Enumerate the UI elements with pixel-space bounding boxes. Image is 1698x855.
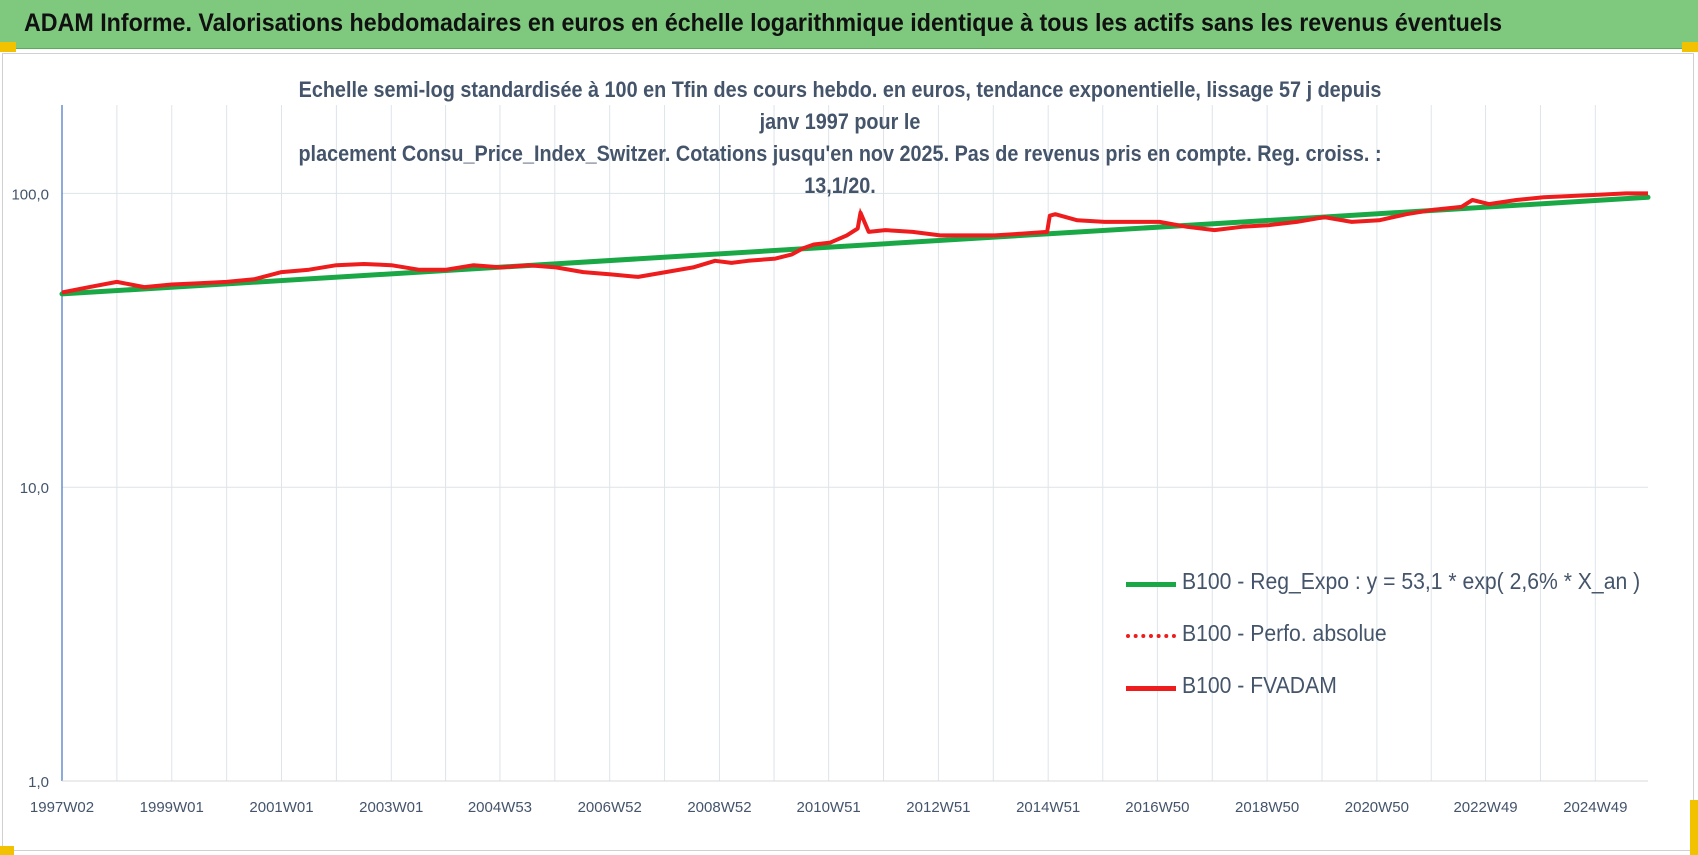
page-title: ADAM Informe. Valorisations hebdomadaire… xyxy=(24,9,1503,37)
x-tick-label: 1999W01 xyxy=(140,799,204,816)
corner-marker-top-left xyxy=(0,42,16,52)
chart-title: Echelle semi-log standardisée à 100 en T… xyxy=(291,74,1389,202)
title-banner: ADAM Informe. Valorisations hebdomadaire… xyxy=(0,0,1698,49)
legend-label-perfo-absolue: B100 - Perfo. absolue xyxy=(1182,620,1387,646)
legend-swatch-fvadam xyxy=(1126,686,1176,691)
chart-title-line-2: placement Consu_Price_Index_Switzer. Cot… xyxy=(298,141,1382,198)
y-tick-label: 100,0 xyxy=(11,186,49,203)
x-tick-label: 2003W01 xyxy=(359,799,423,816)
x-tick-label: 1997W02 xyxy=(30,799,94,816)
corner-marker-bottom-left xyxy=(0,846,14,855)
x-tick-label: 2018W50 xyxy=(1235,799,1299,816)
series-line-fvadam xyxy=(61,191,1648,295)
x-tick-label: 2006W52 xyxy=(578,799,642,816)
corner-marker-bottom-right xyxy=(1690,800,1698,855)
x-tick-label: 2008W52 xyxy=(687,799,751,816)
x-tick-label: 2024W49 xyxy=(1563,799,1627,816)
x-tick-label: 2001W01 xyxy=(249,799,313,816)
series-line-reg-expo xyxy=(59,194,1651,297)
chart-title-line-1: Echelle semi-log standardisée à 100 en T… xyxy=(298,77,1382,134)
x-tick-label: 2016W50 xyxy=(1125,799,1189,816)
legend-label-reg-expo: B100 - Reg_Expo : y = 53,1 * exp( 2,6% *… xyxy=(1182,568,1641,594)
y-tick-label: 1,0 xyxy=(28,774,49,791)
x-tick-label: 2010W51 xyxy=(797,799,861,816)
x-tick-label: 2004W53 xyxy=(468,799,532,816)
x-tick-label: 2020W50 xyxy=(1345,799,1409,816)
x-tick-label: 2012W51 xyxy=(906,799,970,816)
corner-marker-top-right xyxy=(1682,42,1698,52)
chart-frame xyxy=(2,53,1694,851)
legend-label-fvadam: B100 - FVADAM xyxy=(1182,672,1337,698)
x-tick-label: 2014W51 xyxy=(1016,799,1080,816)
legend-swatch-reg-expo xyxy=(1126,582,1176,587)
legend-swatch-perfo-absolue xyxy=(1126,634,1176,638)
y-tick-label: 10,0 xyxy=(20,480,49,497)
x-tick-label: 2022W49 xyxy=(1453,799,1517,816)
